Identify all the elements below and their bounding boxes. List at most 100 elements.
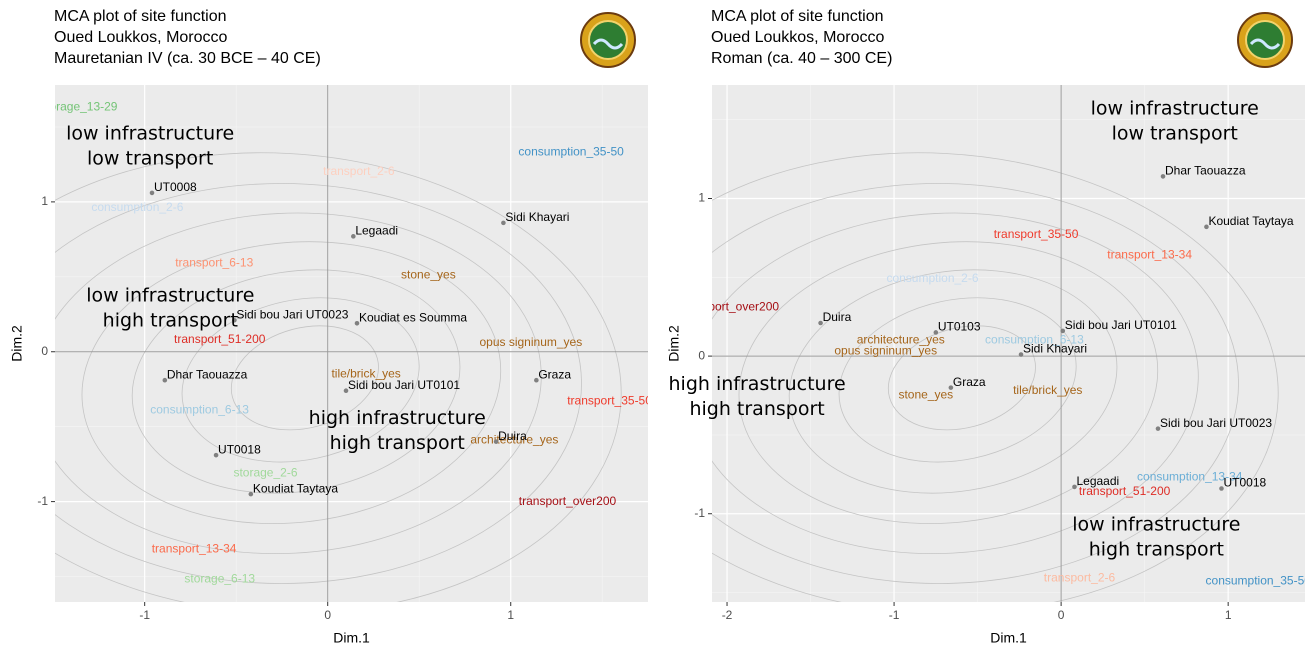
- site-label: UT0018: [1223, 476, 1266, 490]
- site-label: UT0008: [154, 180, 197, 194]
- contour-line: [738, 241, 1159, 525]
- site-label: Sidi bou Jari UT0023: [1160, 416, 1272, 430]
- x-tick-label: -1: [139, 608, 150, 622]
- chart-title: MCA plot of site function: [711, 8, 884, 25]
- variable-label: storage_2-6: [233, 465, 297, 479]
- annotation: high transport: [1089, 538, 1224, 560]
- site-label: Dhar Taouazza: [1165, 164, 1246, 178]
- variable-label: transport_13-34: [152, 542, 237, 556]
- variable-label: tile/brick_yes: [1013, 383, 1082, 397]
- variable-label: transport_6-13: [175, 255, 253, 269]
- site-label: Sidi bou Jari UT0101: [1065, 318, 1177, 332]
- site-point: [1060, 328, 1066, 334]
- variable-label: transport_35-50: [567, 393, 652, 407]
- y-tick-label: -1: [37, 494, 48, 508]
- chart-title: MCA plot of site function: [54, 8, 227, 25]
- site-point: [933, 330, 939, 335]
- x-axis-title: Dim.1: [990, 630, 1027, 646]
- contour-line: [55, 183, 582, 584]
- annotation: low infrastructure: [1091, 97, 1259, 119]
- site-point: [818, 320, 823, 326]
- contour-line: [131, 269, 461, 494]
- site-point: [351, 234, 356, 239]
- logo: [592, 38, 624, 50]
- site-point: [501, 220, 506, 226]
- y-tick-label: 1: [698, 191, 705, 205]
- site-point: [534, 377, 539, 383]
- logo: [588, 20, 628, 60]
- site-label: Sidi Khayari: [1023, 342, 1087, 356]
- site-point: [232, 317, 237, 323]
- contour-line: [712, 152, 1279, 602]
- site-label: Sidi Khayari: [505, 210, 569, 224]
- y-tick-label: -1: [694, 506, 705, 520]
- annotation: high infrastructure: [309, 407, 486, 429]
- variable-label: transport_35-50: [994, 227, 1079, 241]
- site-label: UT0103: [938, 320, 981, 334]
- annotation: low infrastructure: [66, 122, 234, 144]
- site-label: Graza: [953, 375, 986, 389]
- contour-line: [230, 325, 379, 431]
- variable-label: architecture_yes: [857, 333, 945, 347]
- contour-line: [55, 212, 542, 555]
- site-label: Legaadi: [355, 224, 398, 238]
- site-point: [1160, 174, 1166, 179]
- site-point: [1072, 484, 1077, 490]
- site-point: [213, 452, 219, 458]
- annotation: high transport: [689, 398, 824, 420]
- contour-line: [712, 183, 1239, 584]
- variable-label: transport_51-200: [174, 332, 266, 346]
- site-label: Legaadi: [1076, 474, 1119, 488]
- y-tick-label: 0: [698, 348, 705, 362]
- x-tick-label: -2: [722, 608, 733, 622]
- contour-line: [838, 297, 1077, 463]
- variable-label: consumption_35-50: [518, 145, 624, 159]
- variable-label: architecture_yes: [470, 432, 558, 446]
- annotation: high transport: [103, 309, 238, 331]
- site-label: Graza: [538, 367, 571, 381]
- variable-label: storage_6-13: [184, 572, 255, 586]
- x-tick-label: 1: [507, 608, 514, 622]
- annotation: low infrastructure: [86, 284, 254, 306]
- variable-label: consumption_6-13: [985, 333, 1084, 347]
- annotation: low infrastructure: [1072, 513, 1240, 535]
- variable-label: storage_13-29: [40, 100, 118, 114]
- annotation: high infrastructure: [669, 373, 846, 395]
- site-label: Koudiat es Soumma: [359, 310, 467, 324]
- x-tick-label: -1: [889, 608, 900, 622]
- x-axis-title: Dim.1: [333, 630, 370, 646]
- site-point: [1219, 486, 1224, 491]
- site-label: UT0018: [218, 442, 261, 456]
- site-point: [1204, 224, 1209, 230]
- site-label: Sidi bou Jari UT0101: [348, 378, 460, 392]
- variable-label: transport_2-6: [1044, 571, 1116, 585]
- annotation: low transport: [87, 147, 213, 169]
- variable-label: consumption_35-50: [1206, 574, 1312, 588]
- site-label: Dhar Taouazza: [167, 367, 248, 381]
- site-point: [1018, 352, 1024, 357]
- site-point: [248, 491, 254, 497]
- data-layer: storage_13-29 consumption_35-50 transport_…: [40, 100, 652, 586]
- site-label: Duira: [823, 310, 852, 324]
- variable-label: stone_yes: [401, 267, 456, 281]
- contour-line: [55, 152, 622, 602]
- panel-background: [55, 85, 648, 602]
- annotation: low transport: [1112, 122, 1238, 144]
- variable-label: tile/brick_yes: [331, 366, 400, 380]
- chart-title: Oued Loukkos, Morocco: [54, 29, 228, 46]
- variable-label: transport_13-34: [1107, 247, 1192, 261]
- contour-line: [887, 325, 1036, 431]
- chart-panel: -1 0 1 -1 0 1 storage_13-29 consumption_35-50tr…: [9, 8, 652, 646]
- site-label: Sidi bou Jari UT0023: [236, 307, 348, 321]
- contours: [55, 152, 622, 602]
- y-axis-title: Dim.2: [9, 325, 25, 362]
- data-layer: transport_35-50 transport_13-34 consumptio…: [712, 164, 1312, 588]
- x-tick-label: 0: [1058, 608, 1065, 622]
- logo: [1245, 20, 1285, 60]
- y-tick-label: 1: [41, 194, 48, 208]
- variable-label: opus signinum_yes: [834, 344, 937, 358]
- x-tick-label: 0: [324, 608, 331, 622]
- chart-title: Roman (ca. 40 – 300 CE): [711, 50, 892, 67]
- variable-label: transport_51-200: [1079, 484, 1171, 498]
